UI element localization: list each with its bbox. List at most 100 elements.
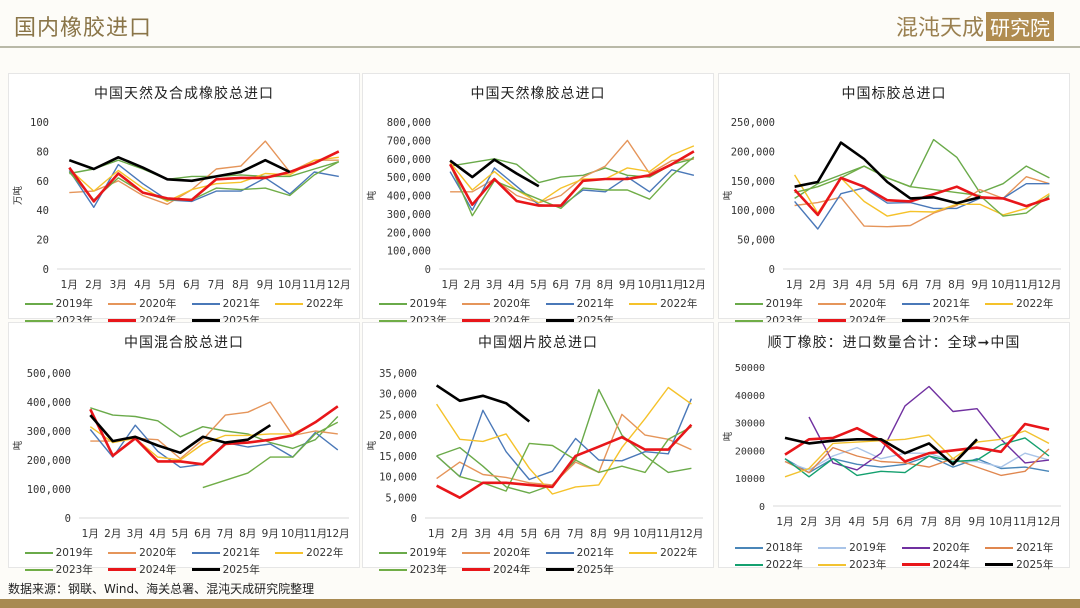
- y-tick-label: 5,000: [385, 492, 417, 504]
- x-tick-label: 9月: [968, 516, 985, 528]
- legend-swatch: [191, 319, 220, 322]
- y-tick-label: 40: [36, 205, 49, 217]
- x-tick-label: 7月: [574, 279, 591, 291]
- x-tick-label: 9月: [613, 528, 630, 540]
- x-tick-label: 4月: [134, 279, 151, 291]
- x-tick-label: 11月: [303, 528, 327, 540]
- y-axis-label: 吨: [12, 440, 24, 450]
- legend-label: 2021年: [576, 547, 614, 559]
- legend-item: 2021年: [184, 296, 268, 311]
- series-line-2022: [436, 386, 692, 495]
- legend-swatch: [985, 302, 1014, 305]
- y-tick-label: 0: [759, 502, 765, 513]
- y-tick-label: 20: [36, 235, 49, 247]
- legend-swatch: [108, 319, 137, 322]
- y-tick-label: 400,000: [387, 191, 431, 203]
- y-tick-label: 0: [65, 513, 71, 525]
- x-tick-label: 6月: [194, 528, 211, 540]
- legend-swatch: [629, 302, 658, 305]
- legend-item: 2021年: [978, 540, 1062, 555]
- legend-swatch: [378, 551, 407, 554]
- logo: 混沌天成 研究院: [896, 10, 1054, 42]
- y-tick-label: 10,000: [379, 472, 417, 484]
- legend-item: 2019年: [727, 296, 811, 311]
- x-tick-label: 8月: [944, 516, 961, 528]
- series-line-2025: [89, 414, 272, 455]
- y-tick-label: 100,000: [387, 246, 431, 258]
- legend-label: 2020年: [849, 298, 887, 310]
- legend-item: 2021年: [894, 296, 978, 311]
- y-tick-label: 300,000: [387, 209, 431, 221]
- y-tick-label: 700,000: [387, 135, 431, 147]
- legend-item: 2019年: [811, 540, 895, 555]
- x-tick-label: 10月: [638, 279, 662, 291]
- legend-item: 2023年: [17, 562, 101, 577]
- legend-item: 2020年: [101, 545, 185, 560]
- x-tick-label: 11月: [1014, 279, 1038, 291]
- bottom-bar: [0, 599, 1080, 608]
- legend-item: 2025年: [184, 562, 268, 577]
- legend: 2018年 2019年 2020年 2021年 2022年 2023年 2024年 2025年: [727, 540, 1061, 572]
- y-tick-label: 400,000: [27, 397, 71, 409]
- legend-swatch: [901, 563, 930, 566]
- chart-title: 中国天然及合成橡胶总进口: [94, 86, 274, 102]
- x-tick-label: 12月: [326, 528, 350, 540]
- x-tick-label: 10月: [991, 279, 1015, 291]
- line-chart: 0 20 40 60 80 100 1月 2月 3月 4月 5月 6月 7月 8月 9月 10月 11月 12月 万…: [12, 117, 351, 291]
- legend-swatch: [378, 319, 407, 322]
- legend-swatch: [275, 302, 304, 305]
- y-tick-label: 100,000: [27, 484, 71, 496]
- x-tick-label: 5月: [521, 528, 538, 540]
- x-tick-label: 1月: [776, 516, 793, 528]
- series-line-2020: [69, 140, 339, 205]
- x-tick-label: 9月: [262, 528, 279, 540]
- x-tick-label: 12月: [682, 279, 706, 291]
- x-tick-label: 8月: [948, 279, 965, 291]
- x-tick-label: 8月: [597, 279, 614, 291]
- chart-panel: 中国标胶总进口 0 50,000 100,000 150,000 200,000 250,0…: [718, 73, 1070, 327]
- y-tick-label: 500,000: [27, 368, 71, 380]
- y-tick-label: 600,000: [387, 154, 431, 166]
- series-line-2020: [808, 385, 1050, 471]
- legend-item: 2022年: [622, 545, 706, 560]
- x-tick-label: 9月: [619, 279, 636, 291]
- legend-item: 2024年: [101, 562, 185, 577]
- x-tick-label: 9月: [257, 279, 274, 291]
- x-tick-label: 1月: [61, 279, 78, 291]
- y-tick-label: 15,000: [379, 451, 417, 463]
- series-line-2020: [794, 176, 1050, 228]
- legend-label: 2020年: [139, 547, 177, 559]
- x-tick-label: 9月: [971, 279, 988, 291]
- x-tick-label: 4月: [508, 279, 525, 291]
- x-tick-label: 10月: [281, 528, 305, 540]
- legend-swatch: [462, 551, 491, 554]
- series-line-2023: [449, 156, 695, 217]
- legend: 2019年 2020年 2021年 2022年 2023年 2024年 2025年: [17, 545, 351, 577]
- series-line-2025: [68, 156, 291, 183]
- x-tick-label: 7月: [920, 516, 937, 528]
- legend-swatch: [24, 551, 53, 554]
- x-tick-label: 10月: [278, 279, 302, 291]
- legend-swatch: [734, 319, 763, 322]
- legend-label: 2019年: [409, 547, 447, 559]
- x-tick-label: 4月: [848, 516, 865, 528]
- legend-item: 2019年: [371, 545, 455, 560]
- y-tick-label: 50000: [735, 363, 765, 374]
- y-tick-label: 0: [425, 264, 431, 276]
- x-tick-label: 5月: [159, 279, 176, 291]
- chart-panel: 中国混合胶总进口 0 100,000 200,000 300,000 400,000 500…: [8, 322, 360, 576]
- legend-swatch: [24, 319, 53, 322]
- legend-swatch: [108, 302, 137, 305]
- series-line-2024: [793, 176, 1050, 217]
- y-axis-label: 万吨: [12, 186, 24, 206]
- chart-title: 中国混合胶总进口: [124, 335, 244, 351]
- legend-item: 2019年: [17, 296, 101, 311]
- legend-item: 2022年: [622, 296, 706, 311]
- legend-swatch: [462, 568, 491, 571]
- chart-panel: 中国天然及合成橡胶总进口 0 20 40 60 80 100 1月 2月 3月 4月 5月 6月 7月 8月…: [8, 73, 360, 327]
- legend-swatch: [191, 302, 220, 305]
- legend-label: 2021年: [576, 298, 614, 310]
- legend-item: 2023年: [371, 562, 455, 577]
- series-line-2024: [436, 423, 693, 499]
- legend-label: 2022年: [1016, 298, 1054, 310]
